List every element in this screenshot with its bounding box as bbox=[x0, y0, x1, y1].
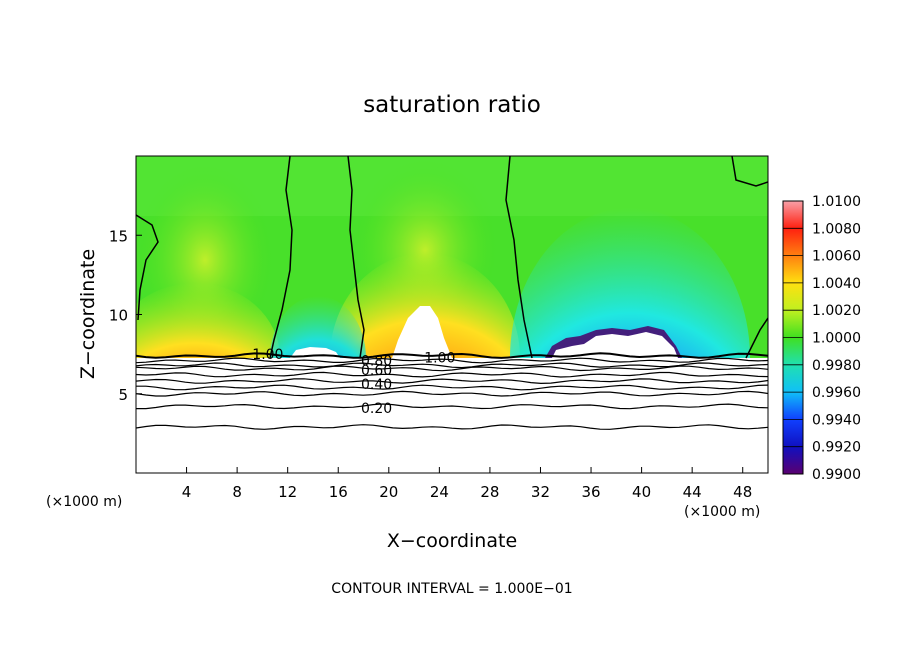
x-tick-label-4: 20 bbox=[379, 483, 398, 501]
y-tick-label-0: 5 bbox=[118, 386, 128, 404]
contour-line-1 bbox=[269, 156, 293, 359]
contour-line-6 bbox=[745, 317, 768, 359]
x-tick-label-8: 36 bbox=[581, 483, 600, 501]
colorbar-label-2: 0.9940 bbox=[812, 412, 861, 428]
colorbar: 0.9900 0.9920 0.9940 0.9960 0.9980 1.0000 1.00… bbox=[782, 194, 861, 483]
plot-area bbox=[136, 156, 768, 473]
y-tick-label-2: 15 bbox=[109, 227, 128, 245]
x-tick-label-9: 40 bbox=[632, 483, 651, 501]
x-tick-label-3: 16 bbox=[329, 483, 348, 501]
contour-line-3 bbox=[505, 156, 533, 359]
lower-contour-line-2 bbox=[136, 362, 768, 369]
y-axis: 5 10 15 bbox=[109, 227, 142, 404]
x-tick-label-11: 48 bbox=[733, 483, 752, 501]
lower-contour-line-3 bbox=[136, 365, 768, 372]
colorbar-label-3: 0.9960 bbox=[812, 385, 861, 401]
x-axis: 4 8 12 16 20 24 28 32 36 40 44 48 bbox=[182, 467, 752, 501]
x-axis-label: X−coordinate bbox=[387, 530, 517, 552]
x-tick-label-10: 44 bbox=[683, 483, 702, 501]
x-tick-label-2: 12 bbox=[278, 483, 297, 501]
contour-line-2 bbox=[347, 156, 365, 359]
lower-contour-line-6 bbox=[136, 384, 768, 391]
colorbar-ticks: 0.9900 0.9920 0.9940 0.9960 0.9980 1.0000 1.00… bbox=[783, 194, 861, 483]
colorbar-label-1: 0.9920 bbox=[812, 440, 861, 456]
contour-line-4 bbox=[136, 214, 159, 321]
lower-contours bbox=[136, 352, 768, 430]
y-tick-label-1: 10 bbox=[109, 307, 128, 325]
colorbar-label-9: 1.0080 bbox=[812, 221, 861, 237]
lower-contour-line-5 bbox=[136, 378, 768, 385]
mask-mid-dome bbox=[392, 306, 452, 358]
chart-title: saturation ratio bbox=[363, 92, 541, 118]
x-tick-label-6: 28 bbox=[480, 483, 499, 501]
contour-labels: 1.00 1.00 0.800.600.40 0.20 bbox=[252, 347, 455, 417]
colorbar-label-0: 0.9900 bbox=[812, 467, 861, 483]
contour-label-3: 0.60 bbox=[361, 363, 392, 379]
lower-contour-line-9 bbox=[136, 424, 768, 430]
contour-label-2: 0.80 bbox=[361, 353, 392, 369]
colorbar-label-10: 1.0100 bbox=[812, 194, 861, 210]
colorbar-label-5: 1.0000 bbox=[812, 331, 861, 347]
colorbar-label-4: 0.9980 bbox=[812, 358, 861, 374]
contour-label-4: 0.40 bbox=[361, 377, 392, 393]
colorbar-label-6: 1.0020 bbox=[812, 303, 861, 319]
x-tick-label-5: 24 bbox=[430, 483, 449, 501]
x-tick-label-1: 8 bbox=[232, 483, 242, 501]
contour-interval-note: CONTOUR INTERVAL = 1.000E−01 bbox=[331, 581, 572, 597]
lower-contour-line-1 bbox=[136, 357, 768, 364]
contour-line-5 bbox=[731, 156, 768, 187]
lower-contour-line-8 bbox=[136, 403, 768, 410]
x-tick-label-0: 4 bbox=[182, 483, 192, 501]
contour-label-5: 0.20 bbox=[361, 401, 392, 417]
contour-label-0: 1.00 bbox=[252, 347, 283, 363]
x-tick-label-7: 32 bbox=[531, 483, 550, 501]
lower-contour-line-4 bbox=[136, 371, 768, 378]
colorbar-label-8: 1.0060 bbox=[812, 249, 861, 265]
lower-contour-line-7 bbox=[136, 390, 768, 397]
colorbar-label-7: 1.0040 bbox=[812, 276, 861, 292]
contour-label-1: 1.00 bbox=[424, 350, 455, 366]
lower-region bbox=[136, 358, 768, 473]
y-unit-label: (×1000 m) bbox=[46, 494, 122, 510]
x-unit-label: (×1000 m) bbox=[684, 504, 760, 520]
lower-contour-line-0 bbox=[136, 352, 768, 359]
y-axis-label: Z−coordinate bbox=[77, 249, 99, 379]
mask-right-dome bbox=[552, 332, 678, 358]
